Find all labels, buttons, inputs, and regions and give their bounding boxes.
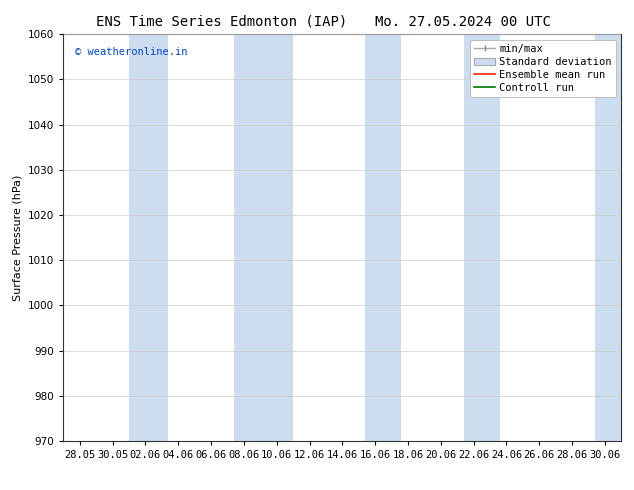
Bar	[365, 34, 401, 441]
Bar	[234, 34, 293, 441]
Text: Mo. 27.05.2024 00 UTC: Mo. 27.05.2024 00 UTC	[375, 15, 551, 29]
Legend: min/max, Standard deviation, Ensemble mean run, Controll run: min/max, Standard deviation, Ensemble me…	[470, 40, 616, 97]
Bar	[129, 34, 169, 441]
Text: © weatheronline.in: © weatheronline.in	[75, 47, 187, 56]
Bar	[595, 34, 624, 441]
Y-axis label: Surface Pressure (hPa): Surface Pressure (hPa)	[13, 174, 23, 301]
Text: ENS Time Series Edmonton (IAP): ENS Time Series Edmonton (IAP)	[96, 15, 347, 29]
Bar	[464, 34, 500, 441]
